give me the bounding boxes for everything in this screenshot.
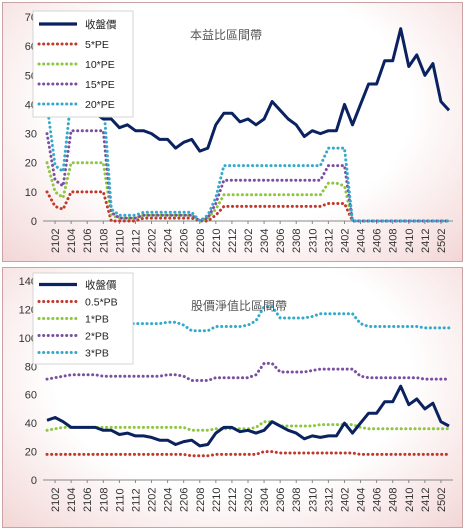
x-tick-label: 2208 [195, 488, 207, 512]
series-line-2 [45, 161, 451, 223]
y-tick-label: 140 [19, 276, 37, 288]
x-tick-label: 2106 [82, 229, 94, 253]
x-tick-label: 2110 [114, 229, 126, 253]
x-tick-label: 2102 [50, 229, 62, 253]
x-tick-label: 2210 [211, 488, 223, 512]
y-tick-label: 20 [25, 158, 37, 170]
x-tick-label: 2304 [259, 488, 271, 512]
y-tick-label: 20 [25, 447, 37, 459]
x-tick-label: 2308 [291, 229, 303, 253]
x-tick-label: 2408 [388, 488, 400, 512]
x-tick-label: 2406 [372, 488, 384, 512]
x-tick-label: 2310 [307, 229, 319, 253]
legend-label: 收盤價 [85, 279, 117, 292]
x-tick-label: 2210 [211, 229, 223, 253]
x-tick-label: 2502 [436, 229, 448, 253]
x-tick-label: 2108 [98, 229, 110, 253]
x-tick-label: 2104 [66, 229, 78, 253]
x-tick-label: 2204 [163, 229, 175, 253]
series-line-1 [45, 450, 451, 458]
x-tick-label: 2106 [82, 488, 94, 512]
y-tick-label: 60 [25, 390, 37, 402]
x-tick-label: 2502 [436, 488, 448, 512]
y-tick-label: 40 [25, 418, 37, 430]
x-tick-label: 2212 [227, 229, 239, 253]
y-tick-label: 10 [25, 187, 37, 199]
x-tick-label: 2112 [130, 229, 142, 253]
x-tick-label: 2412 [420, 488, 432, 512]
y-tick-label: 0 [31, 475, 37, 487]
x-tick-label: 2306 [275, 229, 287, 253]
pb-band-chart-panel: 0 20 40 60 80 100 120 140 2102 2104 2106 2108 2110 21… [2, 267, 463, 528]
legend-label: 20*PE [85, 99, 115, 111]
x-tick-label: 2308 [291, 488, 303, 512]
x-tick-label: 2312 [323, 488, 335, 512]
series-line-2 [45, 420, 451, 432]
x-tick-label: 2306 [275, 488, 287, 512]
x-tick-label: 2410 [404, 488, 416, 512]
x-tick-label: 2402 [339, 229, 351, 253]
x-tick-label: 2410 [404, 229, 416, 253]
legend-label: 收盤價 [85, 18, 117, 31]
legend-label: 1*PB [85, 314, 109, 326]
legend-label: 15*PE [85, 79, 115, 91]
chart-title: 股價淨值比區間帶 [191, 298, 287, 313]
y-tick-label: 120 [19, 304, 37, 316]
x-tick-label: 2102 [50, 488, 62, 512]
x-tick-label: 2404 [356, 488, 368, 512]
y-tick-label: 30 [25, 129, 37, 141]
x-tick-label: 2302 [243, 488, 255, 512]
x-tick-label: 2402 [339, 488, 351, 512]
legend-label: 5*PE [85, 39, 109, 51]
x-tick-label: 2412 [420, 229, 432, 253]
x-tick-label: 2110 [114, 488, 126, 512]
x-tick-label: 2408 [388, 229, 400, 253]
x-tick-label: 2104 [66, 488, 78, 512]
x-tick-label: 2310 [307, 488, 319, 512]
pe-band-chart-panel: 0 10 20 30 40 50 60 70 2102 2104 2106 2108 2110 2112 2… [2, 2, 463, 262]
x-tick-label: 2202 [147, 229, 159, 253]
legend-label: 3*PB [85, 348, 109, 360]
x-tick-label: 2108 [98, 488, 110, 512]
series-line-0 [46, 384, 450, 448]
x-tick-label: 2302 [243, 229, 255, 253]
x-tick-label: 2202 [147, 488, 159, 512]
legend-label: 2*PB [85, 331, 109, 343]
x-tick-label: 2404 [356, 229, 368, 253]
x-tick-label: 2212 [227, 488, 239, 512]
x-tick-label: 2206 [179, 229, 191, 253]
legend-label: 0.5*PB [85, 297, 118, 309]
series-line-4 [45, 97, 451, 223]
x-tick-label: 2312 [323, 229, 335, 253]
chart-title: 本益比區間帶 [190, 28, 262, 42]
y-tick-label: 0 [31, 216, 37, 228]
series-line-0 [46, 27, 451, 153]
series-line-3 [45, 361, 451, 382]
y-tick-label: 100 [19, 333, 37, 345]
x-tick-label: 2112 [130, 488, 142, 512]
x-tick-label: 2206 [179, 488, 191, 512]
x-tick-label: 2208 [195, 229, 207, 253]
x-tick-label: 2304 [259, 229, 271, 253]
legend-label: 10*PE [85, 59, 115, 71]
x-tick-label: 2406 [372, 229, 384, 253]
x-tick-label: 2204 [163, 488, 175, 512]
